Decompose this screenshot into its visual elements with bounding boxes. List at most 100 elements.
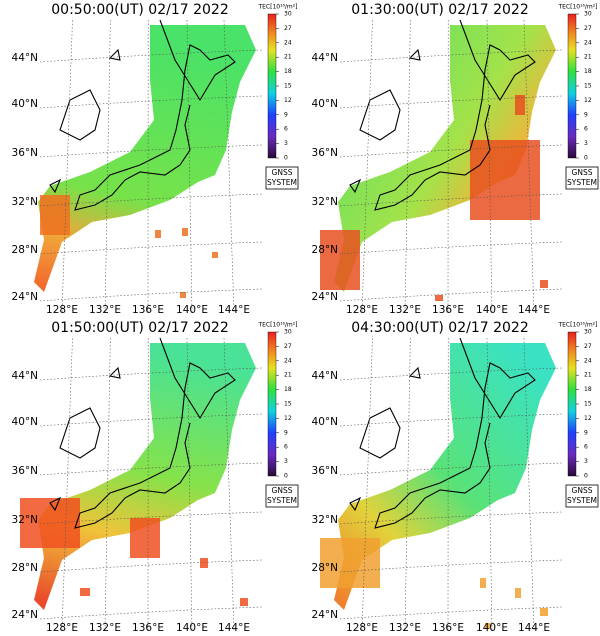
map-panel: 01:30:00(UT) 02/17 2022 44°N 40°N 36°N 32°N 2… <box>312 2 599 316</box>
panel-title: 01:50:00(UT) 02/17 2022 <box>51 320 228 336</box>
colorbar-tick-label: 18 <box>584 68 592 75</box>
meridian <box>223 17 235 313</box>
meridian <box>361 17 373 313</box>
lat-label: 44°N <box>12 370 38 382</box>
colorbar-tick-label: 6 <box>284 444 288 451</box>
meridian <box>61 17 73 313</box>
colorbar <box>267 331 277 477</box>
colorbar-tick-label: 9 <box>584 429 588 436</box>
badge-text: GNSS <box>272 486 293 495</box>
tec-patch <box>480 578 486 588</box>
lat-label: 40°N <box>312 416 338 428</box>
colorbar-tick-label: 30 <box>284 11 292 18</box>
meridian <box>404 335 411 631</box>
colorbar-tick-label: 9 <box>284 111 288 118</box>
map-panel: 01:50:00(UT) 02/17 2022 44°N 40°N 36°N 32°N 2… <box>12 320 299 634</box>
colorbar-tick-label: 30 <box>284 329 292 336</box>
parallel <box>339 606 563 620</box>
meridian <box>104 335 111 631</box>
panel-title: 01:30:00(UT) 02/17 2022 <box>351 2 528 18</box>
colorbar-label: TEC[10¹⁶/m²] <box>557 4 597 11</box>
colorbar-tick-label: 18 <box>284 68 292 75</box>
badge-box <box>265 484 299 508</box>
lon-label: 140°E <box>476 622 508 634</box>
meridian <box>523 335 535 631</box>
lat-label: 28°N <box>12 244 38 256</box>
colorbar-tick-label: 0 <box>584 155 588 162</box>
colorbar-tick-label: 21 <box>584 54 592 61</box>
lat-label: 44°N <box>312 370 338 382</box>
lon-label: 144°E <box>518 622 550 634</box>
tec-coverage <box>34 343 256 610</box>
badge-text: SYSTEM <box>567 496 597 505</box>
tec-coverage <box>334 343 556 610</box>
badge-text: SYSTEM <box>267 496 297 505</box>
badge-text: GNSS <box>272 168 293 177</box>
meridian <box>186 335 193 631</box>
colorbar-tick-label: 9 <box>584 111 588 118</box>
colorbar-tick-label: 3 <box>584 140 588 147</box>
badge-box <box>565 166 599 190</box>
lat-label: 36°N <box>12 465 38 477</box>
lon-label: 128°E <box>346 304 378 316</box>
colorbar <box>567 13 577 159</box>
lon-label: 140°E <box>476 304 508 316</box>
colorbar-tick-label: 15 <box>284 401 292 408</box>
lon-label: 136°E <box>132 622 164 634</box>
badge-text: SYSTEM <box>567 178 597 187</box>
colorbar-tick-label: 15 <box>584 401 592 408</box>
colorbar-tick-label: 18 <box>284 386 292 393</box>
meridian <box>104 17 111 313</box>
lon-label: 132°E <box>89 622 121 634</box>
lon-label: 128°E <box>46 622 78 634</box>
tec-patch <box>240 598 248 606</box>
lon-label: 136°E <box>132 304 164 316</box>
parallel <box>39 241 263 255</box>
meridian <box>404 17 411 313</box>
lon-label: 140°E <box>176 622 208 634</box>
meridian <box>61 335 73 631</box>
lon-label: 144°E <box>218 304 250 316</box>
lon-label: 132°E <box>89 304 121 316</box>
colorbar-tick-label: 21 <box>284 372 292 379</box>
map-panel: 00:50:00(UT) 02/17 2022 44°N 40°N 36°N 32°N 2… <box>12 2 299 316</box>
colorbar-label: TEC[10¹⁶/m²] <box>257 322 297 329</box>
parallel <box>39 559 263 573</box>
lat-label: 24°N <box>12 291 38 303</box>
colorbar-tick-label: 3 <box>284 140 288 147</box>
lon-label: 132°E <box>389 622 421 634</box>
tec-patch <box>182 228 188 236</box>
colorbar-tick-label: 9 <box>284 429 288 436</box>
tec-patch <box>80 588 90 596</box>
tec-patch <box>180 292 186 298</box>
colorbar-tick-label: 12 <box>284 97 292 104</box>
meridian <box>486 335 493 631</box>
lat-label: 40°N <box>12 416 38 428</box>
meridian <box>186 17 193 313</box>
badge-text: GNSS <box>572 486 593 495</box>
colorbar-tick-label: 27 <box>584 343 592 350</box>
coastline <box>49 19 236 211</box>
colorbar-tick-label: 0 <box>284 155 288 162</box>
meridian <box>361 335 373 631</box>
lon-label: 144°E <box>518 304 550 316</box>
lat-label: 28°N <box>312 562 338 574</box>
lat-label: 44°N <box>12 52 38 64</box>
meridian <box>223 335 235 631</box>
lat-label: 24°N <box>312 609 338 621</box>
colorbar-tick-label: 27 <box>284 25 292 32</box>
colorbar-tick-label: 30 <box>584 329 592 336</box>
meridian <box>486 17 493 313</box>
colorbar-tick-label: 24 <box>284 357 292 364</box>
colorbar-tick-label: 6 <box>584 444 588 451</box>
colorbar-tick-label: 21 <box>584 372 592 379</box>
tec-patch <box>130 518 160 558</box>
colorbar-tick-label: 0 <box>284 473 288 480</box>
badge-text: SYSTEM <box>267 178 297 187</box>
lat-label: 36°N <box>312 147 338 159</box>
colorbar-tick-label: 27 <box>584 25 592 32</box>
lat-label: 44°N <box>312 52 338 64</box>
lat-label: 36°N <box>12 147 38 159</box>
tec-patch <box>320 538 380 588</box>
colorbar-tick-label: 12 <box>584 97 592 104</box>
